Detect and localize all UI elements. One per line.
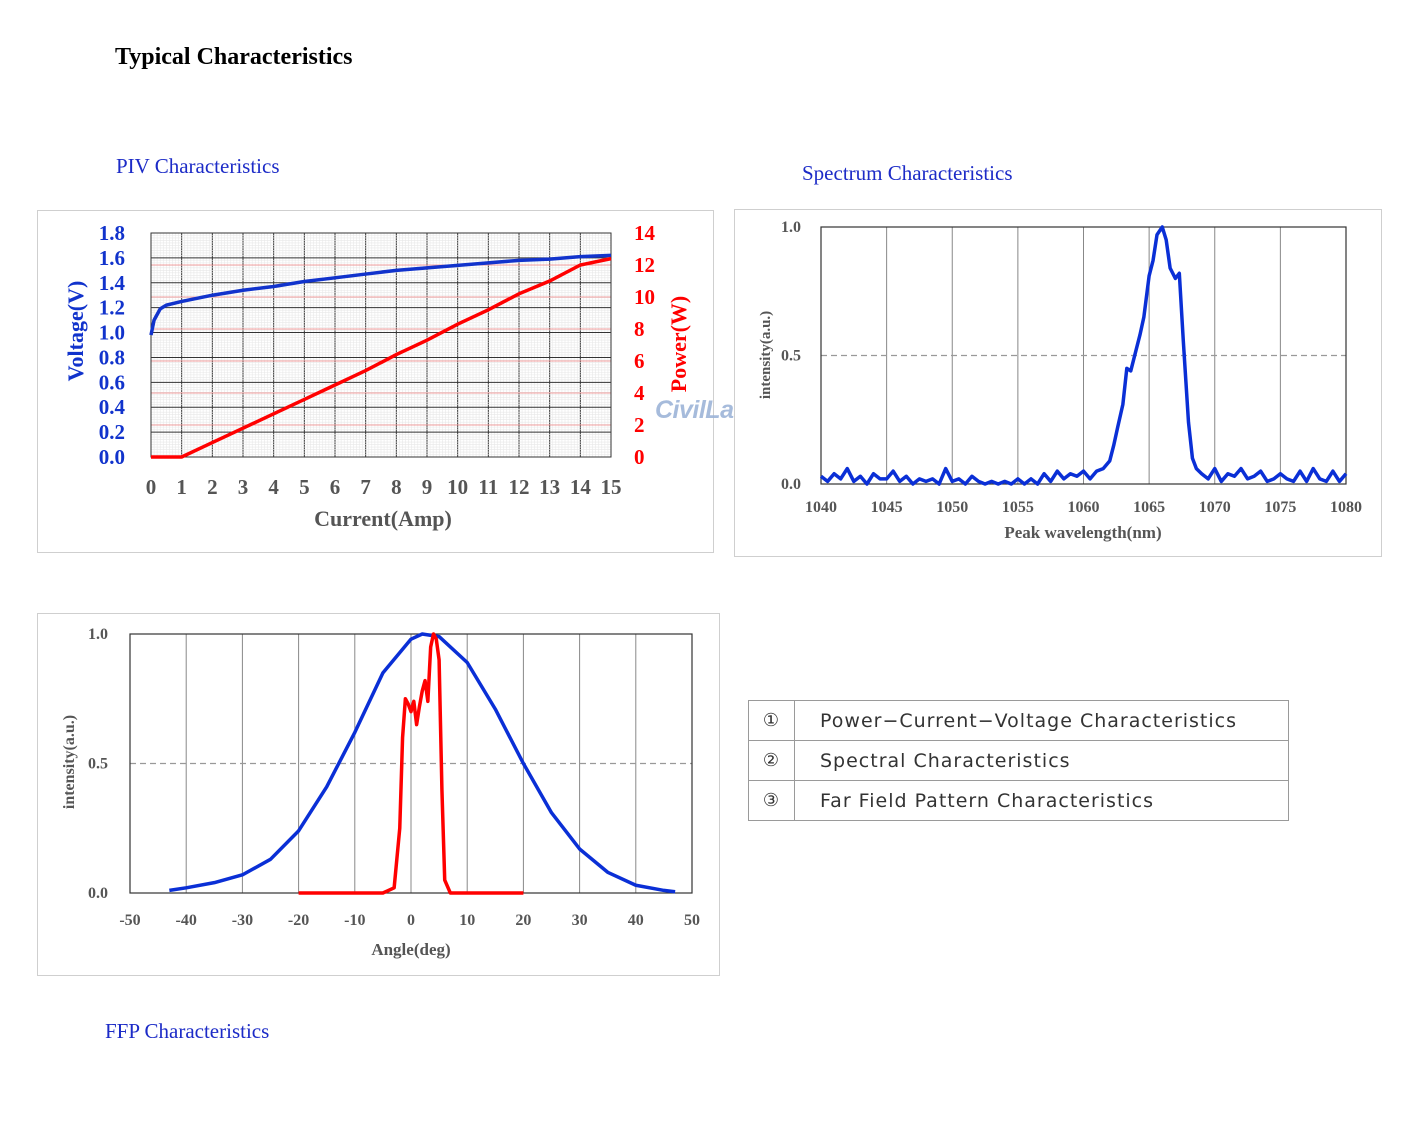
spec-x-tick-label: 1075 — [1264, 499, 1296, 516]
piv-x-tick-label: 12 — [509, 475, 530, 499]
piv-x-tick-label: 8 — [391, 475, 402, 499]
ffp-series-line — [169, 632, 676, 894]
piv-x-tick-label: 15 — [601, 475, 622, 499]
legend-row: ① Power−Current−Voltage Characteristics — [748, 700, 1289, 741]
piv-y2-tick-label: 4 — [634, 381, 645, 405]
piv-x-tick-label: 7 — [360, 475, 371, 499]
piv-y-tick-label: 1.8 — [99, 221, 125, 245]
ffp-x-tick-label: -30 — [232, 912, 253, 929]
piv-y2-tick-label: 6 — [634, 349, 645, 373]
ffp-chart: -50 -40 -30 -20 -10 0 10 20 30 40 50 0.0 0.5 1.0 Ang… — [61, 626, 700, 959]
piv-y-axis-label: Voltage(V) — [63, 281, 88, 382]
legend-row-number: ① — [748, 700, 795, 741]
spec-x-tick-label: 1070 — [1199, 499, 1231, 516]
piv-x-tick-label: 5 — [299, 475, 310, 499]
piv-voltage-line — [149, 253, 612, 336]
ffp-x-tick-label: 30 — [572, 912, 588, 929]
piv-y2-tick-label: 12 — [634, 253, 655, 277]
piv-y-tick-label: 0.8 — [99, 345, 125, 369]
ffp-series-line — [298, 632, 524, 895]
ffp-section-title: FFP Characteristics — [105, 1019, 270, 1043]
piv-y-tick-label: 0.6 — [99, 370, 125, 394]
ffp-y-tick-label: 1.0 — [88, 626, 108, 643]
ffp-x-tick-label: 10 — [459, 912, 475, 929]
piv-section-title: PIV Characteristics — [116, 154, 280, 178]
piv-y2-tick-label: 0 — [634, 445, 645, 469]
ffp-y-axis-label: intensity(a.u.) — [61, 715, 78, 809]
legend-row: ② Spectral Characteristics — [748, 740, 1289, 781]
piv-x-tick-label: 0 — [146, 475, 157, 499]
ffp-y-tick-label: 0.0 — [88, 885, 108, 902]
spectrum-y-axis-label: intensity(a.u.) — [758, 311, 774, 399]
spec-x-tick-label: 1055 — [1002, 499, 1034, 516]
piv-y-tick-label: 1.4 — [99, 271, 126, 295]
piv-y2-tick-label: 8 — [634, 317, 645, 341]
ffp-y-tick-label: 0.5 — [88, 756, 108, 773]
spec-y-tick-label: 0.5 — [781, 348, 801, 365]
legend-row-number: ③ — [748, 780, 795, 821]
ffp-x-tick-label: -50 — [119, 912, 140, 929]
piv-y2-tick-label: 14 — [634, 221, 656, 245]
piv-x-tick-label: 14 — [570, 475, 592, 499]
ffp-x-tick-label: -10 — [344, 912, 365, 929]
piv-y-tick-label: 0.4 — [99, 395, 126, 419]
piv-chart-panel: 0 1 2 3 4 5 6 7 8 9 10 11 12 13 14 15 0.0 0.2 0.4 0.6 0.8 1.… — [37, 210, 714, 553]
ffp-x-tick-label: -20 — [288, 912, 309, 929]
ffp-plot-frame — [129, 633, 693, 894]
piv-x-tick-label: 9 — [422, 475, 433, 499]
piv-x-tick-label: 4 — [268, 475, 279, 499]
legend-row-label: Spectral Characteristics — [794, 740, 1289, 781]
piv-chart: 0 1 2 3 4 5 6 7 8 9 10 11 12 13 14 15 0.00.20.40.60.81.… — [63, 221, 691, 531]
ffp-chart-panel: -50 -40 -30 -20 -10 0 10 20 30 40 50 0.0 0.5 1.0 Ang… — [37, 613, 720, 976]
piv-x-tick-label: 11 — [478, 475, 498, 499]
spec-x-tick-label: 1060 — [1068, 499, 1100, 516]
spec-series-line — [819, 225, 1348, 486]
page-title: Typical Characteristics — [115, 44, 353, 70]
piv-power-line — [151, 256, 612, 459]
piv-y-tick-label: 0.0 — [99, 445, 125, 469]
piv-x-tick-label: 13 — [539, 475, 560, 499]
ffp-x-tick-label: 0 — [407, 912, 415, 929]
legend-row: ③ Far Field Pattern Characteristics — [748, 780, 1289, 821]
piv-plot-frame — [150, 232, 612, 458]
piv-x-axis-label: Current(Amp) — [314, 506, 452, 531]
piv-x-tick-label: 1 — [176, 475, 187, 499]
piv-y2-tick-label: 10 — [634, 285, 655, 309]
spec-plot-frame — [820, 226, 1347, 485]
spec-x-tick-label: 1065 — [1133, 499, 1165, 516]
piv-x-tick-label: 3 — [238, 475, 249, 499]
spec-x-tick-label: 1040 — [805, 499, 837, 516]
ffp-x-axis-label: Angle(deg) — [371, 940, 450, 959]
piv-x-tick-label: 2 — [207, 475, 218, 499]
piv-x-tick-label: 6 — [330, 475, 341, 499]
spectrum-chart-panel: 1040 1045 1050 1055 1060 1065 1070 1075 1080 0.0… — [734, 209, 1382, 557]
piv-y-tick-label: 1.0 — [99, 321, 125, 345]
ffp-x-tick-label: 50 — [684, 912, 700, 929]
spectrum-x-axis-label: Peak wavelength(nm) — [1004, 523, 1161, 542]
ffp-x-tick-label: -40 — [176, 912, 197, 929]
spec-x-tick-label: 1050 — [936, 499, 968, 516]
legend-table: ① Power−Current−Voltage Characteristics … — [748, 700, 1289, 821]
piv-y-tick-label: 1.6 — [99, 246, 125, 270]
piv-y-tick-label: 0.2 — [99, 420, 125, 444]
spectrum-section-title: Spectrum Characteristics — [802, 161, 1013, 185]
piv-x-tick-label: 10 — [447, 475, 468, 499]
ffp-x-tick-label: 40 — [628, 912, 644, 929]
legend-row-label: Far Field Pattern Characteristics — [794, 780, 1289, 821]
piv-y2-tick-label: 2 — [634, 413, 645, 437]
spec-x-tick-label: 1080 — [1330, 499, 1362, 516]
spec-y-tick-label: 1.0 — [781, 219, 801, 236]
piv-y-tick-label: 1.2 — [99, 296, 125, 320]
legend-row-number: ② — [748, 740, 795, 781]
legend-row-label: Power−Current−Voltage Characteristics — [794, 700, 1289, 741]
ffp-x-tick-label: 20 — [515, 912, 531, 929]
spec-y-tick-label: 0.0 — [781, 476, 801, 493]
spec-x-tick-label: 1045 — [871, 499, 903, 516]
spectrum-chart: 1040 1045 1050 1055 1060 1065 1070 1075 1080 0.0… — [758, 219, 1362, 542]
piv-y2-axis-label: Power(W) — [666, 296, 691, 393]
